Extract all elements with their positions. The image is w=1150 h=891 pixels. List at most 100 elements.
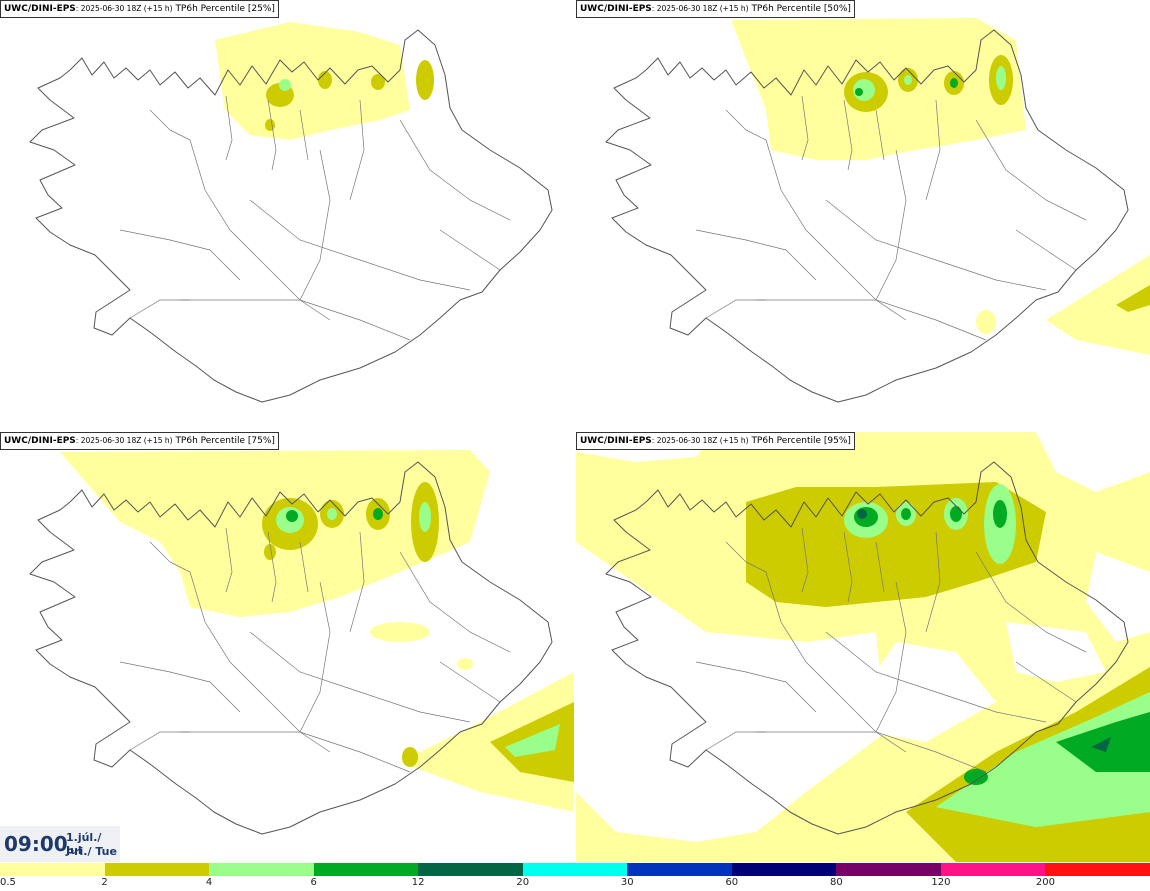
colorbar-segment (940, 863, 1046, 876)
boundary-line (119, 661, 241, 713)
boundary-line (439, 229, 501, 271)
precip-area (936, 692, 1150, 827)
colorbar-segment (836, 863, 942, 876)
boundary-line (801, 527, 809, 593)
boundary-line (399, 551, 511, 653)
dry-area (1086, 552, 1150, 642)
boundary-line (129, 731, 190, 751)
boundary-line (249, 631, 471, 723)
valid-time: 09:00 (4, 832, 68, 856)
colorbar-tick-label: 60 (725, 877, 739, 888)
precip-area (950, 78, 958, 88)
precip-area (901, 508, 911, 520)
valid-time-box: 09:00 1.júl./ Jul Þri./ Tue (0, 826, 120, 862)
boundary-line (149, 541, 191, 573)
colorbar-tick-label: 200 (1035, 877, 1055, 888)
boundary-line (180, 299, 411, 341)
map-panel-p50: UWC/DINI-EPS: 2025-06-30 18Z (+15 h) TP6… (576, 0, 1150, 430)
model-name: UWC/DINI-EPS (4, 4, 76, 14)
product-name: TP6h Percentile [25%] (175, 4, 275, 14)
colorbar-tick-label: 4 (205, 877, 213, 888)
boundary-line (695, 661, 817, 713)
panel-title: UWC/DINI-EPS: 2025-06-30 18Z (+15 h) TP6… (576, 0, 855, 18)
dry-area (1036, 432, 1150, 492)
precip-area (264, 544, 276, 560)
boundary-line (765, 571, 907, 753)
colorbar-segment (1045, 863, 1150, 876)
precip-area (419, 502, 431, 532)
colorbar-tick-label: 6 (310, 877, 317, 888)
boundary-line (756, 299, 987, 341)
iceland-coastline (29, 29, 553, 403)
precip-area (964, 769, 988, 785)
colorbar-segment (627, 863, 733, 876)
boundary-line (299, 581, 331, 733)
precip-area (286, 510, 298, 522)
precip-area (950, 506, 962, 522)
boundary-line (119, 229, 241, 281)
map-canvas (576, 432, 1150, 862)
product-name: TP6h Percentile [75%] (175, 436, 275, 446)
run-info: : 2025-06-30 18Z (+15 h) (651, 436, 749, 445)
colorbar-tick-label: 12 (411, 877, 425, 888)
precip-area (993, 500, 1007, 528)
boundary-line (875, 109, 885, 161)
boundary-line (189, 571, 331, 753)
model-name: UWC/DINI-EPS (4, 436, 76, 446)
boundary-line (225, 527, 233, 593)
boundary-line (180, 731, 411, 773)
boundary-line (349, 531, 365, 633)
precip-area (505, 724, 560, 757)
iceland-coastline (605, 461, 1129, 835)
boundary-line (756, 731, 987, 773)
boundary-line (189, 139, 331, 321)
colorbar-segment (104, 863, 210, 876)
map-panel-p75: UWC/DINI-EPS: 2025-06-30 18Z (+15 h) TP6… (0, 432, 574, 862)
run-info: : 2025-06-30 18Z (+15 h) (651, 4, 749, 13)
precip-area (996, 66, 1006, 90)
valid-weekday: Þri./ Tue (66, 845, 117, 858)
precip-area (416, 60, 434, 100)
precip-area (400, 672, 574, 812)
boundary-line (875, 581, 907, 733)
boundary-line (349, 99, 365, 201)
map-panel-p25: UWC/DINI-EPS: 2025-06-30 18Z (+15 h) TP6… (0, 0, 574, 430)
product-name: TP6h Percentile [50%] (751, 4, 851, 14)
precip-area (857, 509, 867, 519)
precip-area (215, 22, 410, 140)
boundary-line (267, 99, 277, 171)
boundary-line (299, 149, 331, 301)
map-canvas (29, 450, 574, 835)
colorbar-segment (313, 863, 419, 876)
run-info: : 2025-06-30 18Z (+15 h) (75, 436, 173, 445)
boundary-line (399, 119, 511, 221)
boundary-line (1015, 229, 1077, 271)
boundary-line (439, 661, 501, 703)
boundary-line (249, 199, 471, 291)
dry-area (576, 542, 886, 842)
boundary-line (843, 531, 853, 603)
boundary-line (875, 149, 907, 301)
panel-title: UWC/DINI-EPS: 2025-06-30 18Z (+15 h) TP6… (0, 0, 279, 18)
boundary-line (801, 95, 809, 161)
boundary-line (975, 119, 1087, 221)
boundary-line (695, 229, 817, 281)
map-panel-p95: UWC/DINI-EPS: 2025-06-30 18Z (+15 h) TP6… (576, 432, 1150, 862)
iceland-coastline (29, 461, 553, 835)
precip-area (318, 71, 332, 89)
valid-date: 1.júl./ Jul (66, 831, 102, 857)
boundary-line (925, 531, 941, 633)
model-name: UWC/DINI-EPS (580, 4, 652, 14)
colorbar-segment (0, 863, 106, 876)
colorbar-tick-label: 120 (931, 877, 951, 888)
colorbar-tick-label: 20 (516, 877, 530, 888)
boundary-line (875, 541, 885, 593)
boundary-line (705, 731, 766, 751)
boundary-line (843, 99, 853, 171)
boundary-line (129, 299, 190, 319)
precip-area (370, 622, 430, 642)
model-name: UWC/DINI-EPS (580, 436, 652, 446)
boundary-line (725, 109, 767, 141)
colorbar-segment (418, 863, 524, 876)
boundary-line (149, 109, 191, 141)
